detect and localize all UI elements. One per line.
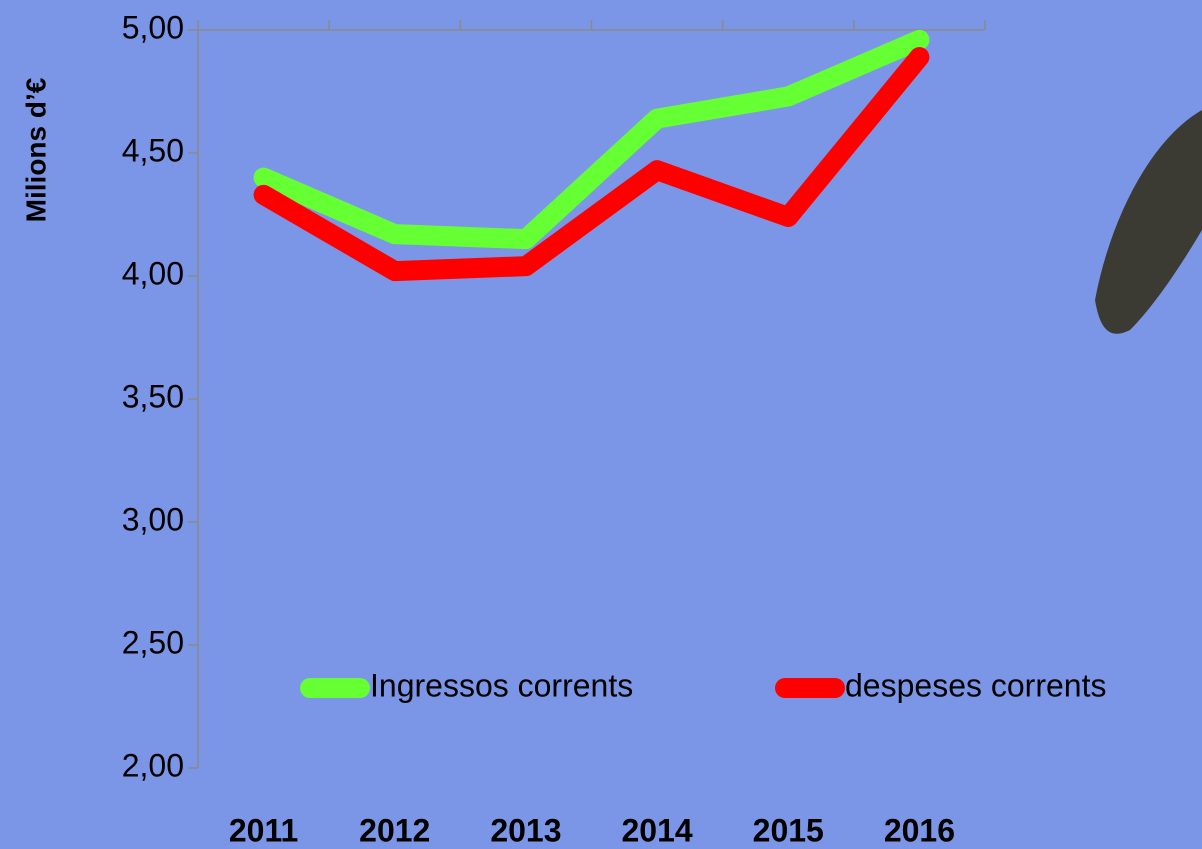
y-tick-label: 4,50 — [122, 132, 184, 168]
y-tick-label: 3,50 — [122, 378, 184, 414]
x-tick-label: 2016 — [884, 812, 955, 848]
y-axis-label: Milions d’€ — [20, 77, 51, 222]
legend-label: Ingressos corrents — [370, 667, 633, 703]
y-tick-label: 2,50 — [122, 624, 184, 660]
y-tick-label: 5,00 — [122, 9, 184, 45]
y-tick-label: 2,00 — [122, 747, 184, 783]
x-tick-label: 2014 — [621, 812, 692, 848]
y-tick-label: 3,00 — [122, 501, 184, 537]
x-tick-label: 2012 — [359, 812, 430, 848]
bird-decoration — [1095, 110, 1202, 334]
x-tick-label: 2015 — [753, 812, 824, 848]
x-tick-label: 2011 — [229, 812, 298, 848]
y-tick-label: 4,00 — [122, 255, 184, 291]
legend-label: despeses corrents — [845, 667, 1106, 703]
series-line — [253, 47, 930, 282]
series-line — [253, 29, 930, 250]
x-tick-label: 2013 — [490, 812, 561, 848]
